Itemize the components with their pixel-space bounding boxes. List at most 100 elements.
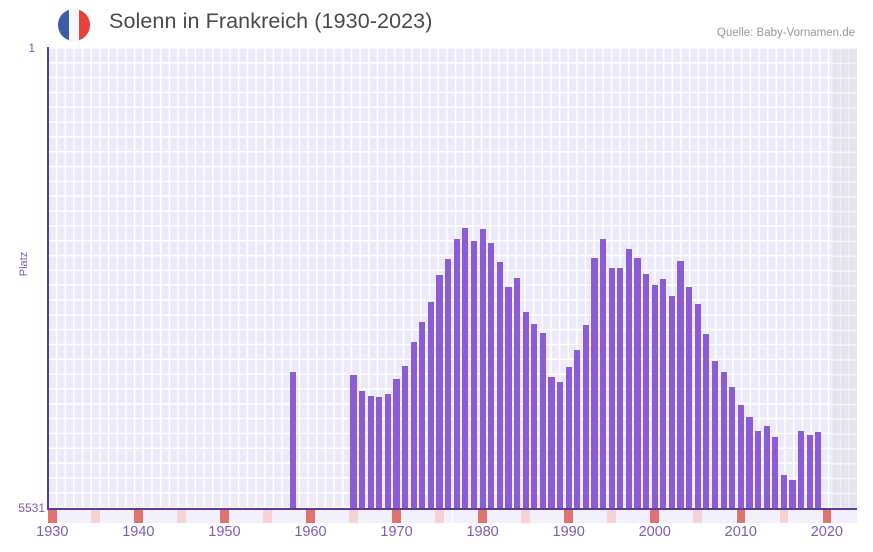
bar[interactable] [513,277,521,508]
x-tick-major [650,510,660,523]
x-tick-cell [538,510,548,523]
x-tick-cell [202,510,212,523]
x-tick-cell [340,510,350,523]
bar[interactable] [634,258,641,508]
bar[interactable] [686,286,693,508]
x-tick-cell [461,510,470,523]
x-tick-cell [151,510,160,523]
bar[interactable] [720,372,727,508]
x-tick-minor [91,510,100,523]
flag-stripe-blue [58,9,69,41]
x-tick-minor [521,510,530,523]
bar[interactable] [574,349,581,508]
bar[interactable] [600,239,607,508]
bar[interactable] [815,432,822,508]
bar[interactable] [402,365,409,508]
x-tick-cell [271,510,281,523]
bar[interactable] [797,431,805,508]
bar[interactable] [436,275,443,508]
x-tick-cell [426,510,436,523]
x-tick-cell [788,510,797,523]
chart-gridlines [48,48,857,508]
bar[interactable] [496,261,503,508]
bar[interactable] [531,324,538,508]
chart-plot-area [48,48,857,508]
bar[interactable] [565,366,572,508]
bar[interactable] [479,229,486,508]
bar[interactable] [539,333,546,508]
bar[interactable] [780,474,787,508]
bar[interactable] [445,259,452,508]
bar[interactable] [384,393,392,508]
bar[interactable] [488,243,495,508]
bar[interactable] [754,430,762,508]
bar[interactable] [625,249,633,508]
bar[interactable] [427,302,435,508]
x-tick-minor [607,510,616,523]
x-tick-cell [504,510,513,523]
bar[interactable] [419,322,426,508]
bar[interactable] [789,480,796,508]
bar[interactable] [462,228,469,508]
bar[interactable] [290,372,297,508]
bar[interactable] [367,395,374,508]
x-tick-cell [73,510,83,523]
bar[interactable] [729,387,736,508]
bar[interactable] [806,434,813,508]
bar[interactable] [737,404,744,508]
x-tick-cell [314,510,324,523]
bar[interactable] [608,268,615,508]
x-tick-cell [770,510,780,523]
bar[interactable] [703,334,710,508]
x-tick-cell [383,510,393,523]
x-tick-cell [848,510,857,523]
x-tick-cell [400,510,410,523]
bar[interactable] [350,374,357,508]
x-tick-cell [512,510,522,523]
bar[interactable] [711,360,719,508]
bar[interactable] [660,279,667,508]
bar[interactable] [582,324,589,508]
no-data-region-shade [831,48,857,508]
bar[interactable] [651,285,658,508]
bar[interactable] [522,312,529,508]
bar[interactable] [453,239,460,508]
bar[interactable] [410,341,417,508]
x-axis-tick-label: 2010 [724,524,757,540]
x-tick-cell [116,510,126,523]
x-axis-tick-label: 1970 [380,524,413,540]
bar[interactable] [677,260,684,508]
bar[interactable] [359,390,366,508]
flag-stripe-white [68,9,80,41]
x-axis-tick-label: 1960 [294,524,327,540]
bar[interactable] [763,426,770,508]
x-tick-cell [796,510,806,523]
x-tick-cell [357,510,367,523]
bar[interactable] [591,258,598,508]
x-tick-minor [349,510,358,523]
bar[interactable] [470,240,478,508]
bar[interactable] [556,382,564,508]
bar[interactable] [694,304,701,508]
bar[interactable] [643,274,650,508]
x-tick-cell [805,510,814,523]
france-flag-icon [58,9,90,41]
bar[interactable] [617,267,624,508]
x-tick-cell [839,510,849,523]
x-tick-cell [245,510,255,523]
bar[interactable] [548,377,555,508]
x-tick-cell [168,510,178,523]
x-tick-major [564,510,573,523]
bar[interactable] [772,437,779,508]
x-tick-cell [443,510,453,523]
x-tick-minor [693,510,703,523]
bar[interactable] [376,397,383,508]
bar[interactable] [393,378,400,508]
x-tick-cell [288,510,298,523]
x-tick-cell [641,510,651,523]
bar[interactable] [746,417,753,508]
x-tick-cell [323,510,332,523]
x-tick-cell [194,510,203,523]
bar[interactable] [668,295,676,508]
bar[interactable] [505,286,512,508]
